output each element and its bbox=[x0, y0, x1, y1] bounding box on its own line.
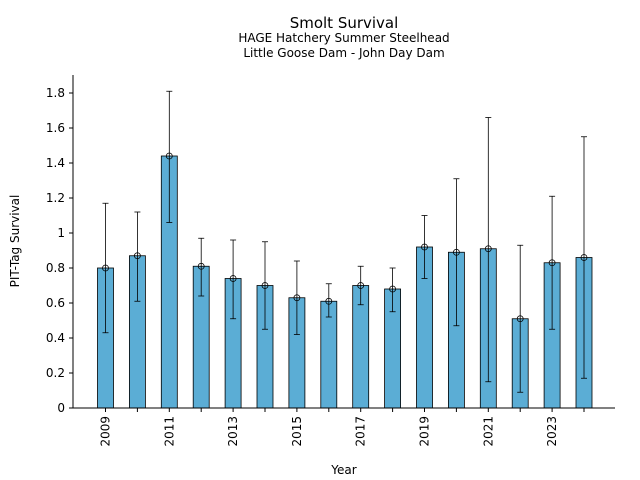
y-tick-label: 1 bbox=[57, 226, 65, 240]
point-marker-2019 bbox=[421, 243, 428, 251]
point-marker-2015 bbox=[293, 294, 301, 302]
chart-subtitle-line-1: HAGE Hatchery Summer Steelhead bbox=[238, 31, 449, 45]
chart-title: Smolt Survival bbox=[290, 14, 399, 32]
point-marker-2022 bbox=[516, 315, 524, 323]
y-tick-label: 1.8 bbox=[46, 86, 65, 100]
y-tick-label: 1.4 bbox=[46, 156, 65, 170]
point-marker-2023 bbox=[548, 259, 556, 267]
point-marker-2011 bbox=[165, 152, 173, 160]
x-tick-label: 2017 bbox=[354, 416, 368, 447]
axes-group: 0 0.2 0.4 0.6 0.8 1 1.2 1.4 1.6 1.8 2009 2011 2013 20… bbox=[46, 75, 615, 447]
point-marker-2017 bbox=[357, 282, 365, 289]
x-tick-label: 2023 bbox=[545, 416, 559, 447]
y-tick-label: 1.6 bbox=[46, 121, 65, 135]
y-tick-label: 1.2 bbox=[46, 191, 65, 205]
point-marker-2014 bbox=[261, 282, 269, 289]
x-tick-label: 2013 bbox=[226, 416, 240, 447]
x-tick-label: 2021 bbox=[481, 416, 495, 447]
y-tick-label: 0.6 bbox=[46, 296, 65, 310]
point-marker-2016 bbox=[325, 297, 333, 305]
x-tick-label: 2019 bbox=[418, 416, 432, 447]
y-tick-label: 0.2 bbox=[46, 366, 65, 380]
y-axis-label: PIT-Tag Survival bbox=[8, 195, 22, 288]
x-tick-label: 2011 bbox=[162, 416, 176, 447]
chart-subtitle-line-2: Little Goose Dam - John Day Dam bbox=[243, 46, 444, 60]
point-marker-2010 bbox=[133, 252, 141, 260]
point-marker-2009 bbox=[102, 264, 109, 272]
x-axis-label: Year bbox=[330, 463, 356, 477]
point-marker-2013 bbox=[229, 275, 237, 282]
bars-group bbox=[97, 155, 593, 409]
y-tick-label: 0.4 bbox=[46, 331, 65, 345]
y-tick-label: 0.8 bbox=[46, 261, 65, 275]
point-marker-2012 bbox=[197, 262, 205, 270]
point-marker-2018 bbox=[389, 285, 397, 293]
y-tick-label: 0 bbox=[57, 401, 65, 415]
x-tick-label: 2009 bbox=[99, 416, 113, 447]
point-marker-2021 bbox=[484, 245, 492, 253]
x-tick-label: 2015 bbox=[290, 416, 304, 447]
point-marker-2024 bbox=[580, 254, 588, 261]
point-marker-2020 bbox=[452, 248, 460, 256]
error-bars-group bbox=[102, 90, 588, 393]
